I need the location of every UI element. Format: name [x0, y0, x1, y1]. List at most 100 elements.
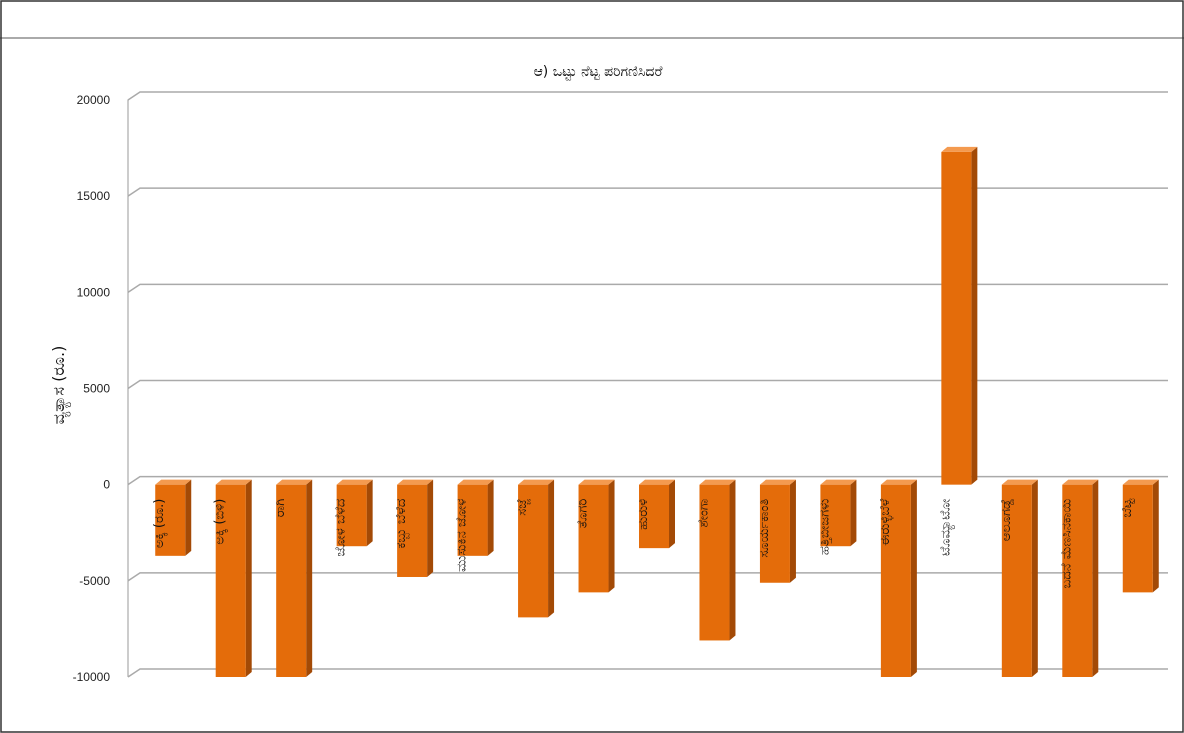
- bar-top: [1062, 479, 1099, 485]
- bar-front: [639, 484, 669, 549]
- bar-side: [1092, 479, 1099, 677]
- category-labels: ಅಕ್ಕಿ (ರೂ.) ಅಕ್ಕಿ (ಬಿಳಿ) ರಾಗಿ ಜೋಳ ಬೆಳೆದ ಕಬ್ಬ…: [152, 498, 1135, 588]
- category-label: ಹುರುಳಿ: [636, 499, 651, 530]
- bar-side: [366, 479, 373, 547]
- category-label: ಸೂರ್ಯಕಾಂತಿ: [757, 499, 772, 558]
- y-tick-label: -10000: [73, 670, 111, 684]
- bar-front: [155, 484, 186, 556]
- gridline: [127, 379, 1168, 390]
- category-label: ಈರುಳ್ಳಿಬೆಳೆ: [878, 498, 893, 546]
- y-tick-labels: 20000 15000 10000 5000 0 -5000 -10000: [73, 93, 111, 684]
- chart-title: ಆ) ಒಟ್ಟು ನೆಟ್ಟ ಪರಿಗಣಿಸಿದರೆ: [534, 64, 663, 80]
- bar-side: [487, 479, 494, 556]
- bar: [1062, 479, 1099, 677]
- bar-front: [397, 484, 428, 577]
- bar: [276, 479, 313, 677]
- bar-top: [880, 479, 917, 485]
- bar-front: [1122, 484, 1153, 593]
- bar-front: [518, 484, 549, 618]
- category-label: ಅಕ್ಕಿ (ಬಿಳಿ): [213, 499, 228, 545]
- gridline: [127, 475, 1168, 486]
- bar-side: [427, 479, 434, 577]
- bar-top: [1122, 479, 1159, 485]
- bar-top: [578, 479, 615, 485]
- bar-top: [276, 479, 313, 485]
- bar-top: [215, 479, 252, 485]
- bar-front: [941, 151, 972, 485]
- bar-front: [1062, 484, 1093, 677]
- category-label: ರಾಗಿ: [273, 499, 288, 518]
- bar-side: [245, 479, 252, 677]
- category-label: ಅಕ್ಕಿ (ರೂ.): [152, 499, 167, 548]
- category-label: ಬದನೆ ಮೆಣಸಿನಕಾಯಿ: [1059, 499, 1074, 589]
- bar-side: [850, 479, 857, 547]
- bar: [397, 479, 434, 577]
- y-tick-label: 10000: [77, 285, 111, 299]
- bar-top: [457, 479, 494, 485]
- bar-side: [306, 479, 313, 677]
- gridline: [127, 91, 1168, 101]
- bar: [518, 479, 555, 618]
- bar: [759, 479, 796, 583]
- bar-front: [457, 484, 488, 556]
- category-label: ಟೊಮ್ಯಾಟೋ: [938, 498, 955, 555]
- bar-side: [910, 479, 917, 677]
- bar: [941, 146, 978, 485]
- y-tick-label: 0: [103, 478, 110, 492]
- bar-front: [880, 484, 911, 677]
- bar-top: [759, 479, 796, 485]
- bar-front: [1001, 484, 1032, 677]
- bar-front: [276, 484, 307, 677]
- category-label: ಕಬ್ಬು ಬೆಳೆದ: [394, 499, 410, 549]
- category-label: ಶೇಂಗಾ: [696, 498, 711, 527]
- bar-side: [1031, 479, 1038, 677]
- bar-front: [699, 484, 730, 641]
- gridlines: [127, 91, 1168, 678]
- y-tick-label: -5000: [79, 574, 110, 588]
- bar-side: [548, 479, 555, 618]
- bar-side: [669, 479, 675, 549]
- gridline: [127, 668, 1168, 678]
- gridline: [127, 572, 1168, 582]
- y-axis-label: ವ್ಯತ್ಯಾಸ (ರೂ.): [49, 346, 71, 425]
- category-label: ಜೋಳ ಬೆಳೆದ: [334, 499, 349, 557]
- bar-top: [941, 146, 978, 152]
- gridline: [127, 283, 1168, 293]
- bar-top: [518, 479, 555, 485]
- bar-top: [155, 479, 192, 485]
- category-label: ಮುಸುಕಿನ ಜೋಳ: [455, 499, 470, 572]
- bar-side: [971, 146, 978, 485]
- bar-side: [729, 479, 736, 641]
- category-label: ಹತ್ತಿಬೀಜಗಳು: [817, 499, 832, 555]
- bar-side: [608, 479, 615, 593]
- bar-front: [578, 484, 609, 593]
- y-tick-label: 20000: [77, 93, 111, 107]
- bar-top: [820, 479, 857, 485]
- gridline: [127, 187, 1168, 197]
- category-label: ತೊಗರಿ: [576, 499, 591, 529]
- bar-side: [789, 479, 796, 583]
- bar: [578, 479, 615, 593]
- category-label: ಆಲೂಗಡ್ಡೆ: [999, 499, 1014, 542]
- y-tick-label: 5000: [83, 382, 110, 396]
- bar-top: [699, 479, 736, 485]
- category-label: ಬೆಟ್ಟ: [1120, 498, 1135, 517]
- bar-front: [759, 484, 790, 583]
- bar: [699, 479, 736, 641]
- bar-top: [1001, 479, 1038, 485]
- bar: [1001, 479, 1038, 677]
- y-tick-label: 15000: [77, 189, 111, 203]
- bar: [155, 479, 192, 556]
- bar-side: [1152, 479, 1159, 593]
- bars: [155, 146, 1159, 677]
- bar: [639, 479, 675, 549]
- bar: [820, 479, 857, 547]
- bar: [457, 479, 494, 556]
- bar-side: [185, 479, 192, 556]
- bar-top: [336, 479, 373, 485]
- bar-top: [639, 479, 675, 485]
- category-label: ಸಜ್ಜೆ: [515, 499, 531, 516]
